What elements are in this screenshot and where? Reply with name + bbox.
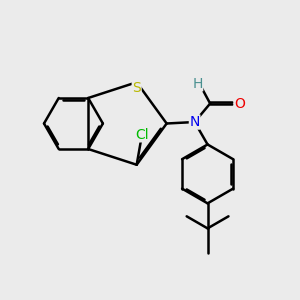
- Text: H: H: [192, 77, 203, 91]
- Text: O: O: [234, 97, 245, 110]
- Text: N: N: [189, 115, 200, 129]
- Text: S: S: [132, 80, 141, 94]
- Text: Cl: Cl: [135, 128, 148, 142]
